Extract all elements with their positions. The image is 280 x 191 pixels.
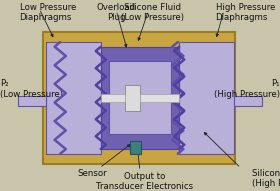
Bar [109,61,171,134]
Text: Sensor: Sensor [78,169,107,178]
Bar [234,96,262,106]
Bar [101,47,179,149]
Bar [18,96,46,106]
Text: Overload
Plug: Overload Plug [97,3,136,22]
Text: P₂
(Low Pressure): P₂ (Low Pressure) [0,79,63,99]
Text: Silicon Fluid
(High Pressure): Silicon Fluid (High Pressure) [252,169,280,189]
Bar [140,94,179,102]
Bar [130,141,141,154]
Bar [125,85,140,111]
Bar [101,94,125,102]
Bar [179,42,234,154]
Text: Low Pressure
Diaphragms: Low Pressure Diaphragms [20,3,76,22]
Text: Output to
Transducer Electronics: Output to Transducer Electronics [96,172,193,191]
Text: Silicone Fluid
(Low Pressure): Silicone Fluid (Low Pressure) [121,3,184,22]
Text: High Pressure
Diaphragms: High Pressure Diaphragms [216,3,275,22]
Bar [43,32,235,164]
Text: P₁
(High Pressure): P₁ (High Pressure) [214,79,280,99]
Bar [46,42,101,154]
